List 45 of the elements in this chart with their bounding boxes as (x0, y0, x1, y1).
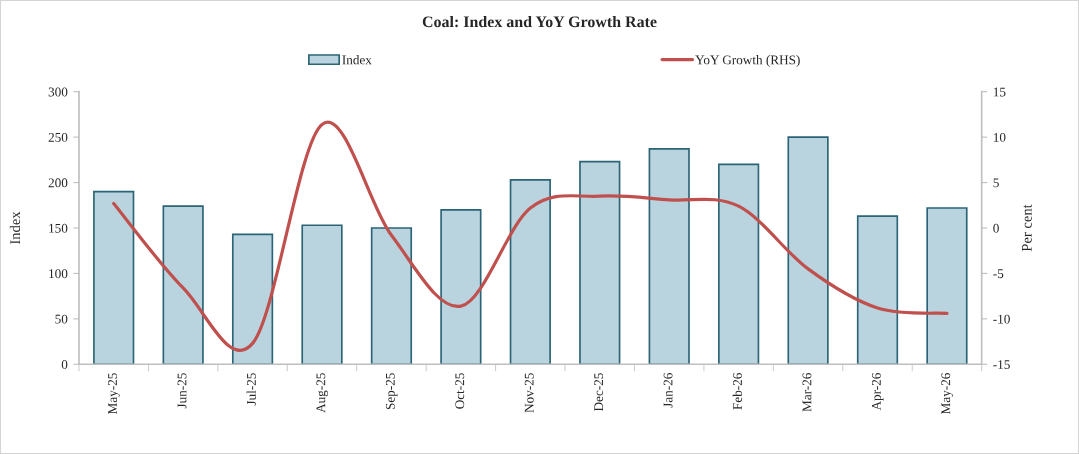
y2-tick-label: 10 (993, 132, 1006, 142)
bar (856, 215, 899, 365)
x-tick-label: Jan-26 (663, 373, 673, 408)
x-tick-label: Oct-25 (455, 373, 465, 409)
x-tick-label: Feb-26 (732, 373, 742, 410)
y-tick-label: 200 (48, 178, 68, 188)
bar (648, 148, 690, 365)
bar (440, 208, 482, 365)
y-tick-label: 0 (61, 360, 68, 369)
y2-tick-label: 15 (993, 87, 1006, 97)
y-tick-label: 150 (49, 223, 68, 233)
x-tick-label: Nov-25 (524, 373, 534, 413)
bar (926, 207, 968, 365)
chart-title: Coal: Index and YoY Growth Rate (422, 15, 657, 28)
x-tick-label: Dec-25 (594, 373, 604, 412)
bar (93, 190, 135, 365)
y2-tick-label: 0 (993, 223, 999, 233)
y2-axis-title: Per cent (1022, 204, 1032, 252)
y2-tick-label: -10 (993, 314, 1010, 324)
x-tick-label: Mar-26 (802, 373, 812, 412)
x-tick-label: Jul-25 (246, 373, 256, 406)
x-tick-label: Apr-26 (871, 373, 884, 411)
y-tick-label: 300 (48, 87, 68, 97)
y-tick-label: 50 (55, 314, 68, 324)
x-tick-label: Sep-25 (385, 373, 398, 410)
x-tick-label: Aug-25 (316, 373, 328, 413)
y-tick-label: 100 (49, 269, 68, 279)
bar (787, 136, 829, 365)
bar (370, 227, 413, 365)
bar (718, 163, 760, 365)
y-axis-title: Index (9, 211, 21, 245)
bar (579, 160, 621, 365)
legend-label: YoY Growth (RHS) (695, 55, 800, 68)
x-tick-label: Jun-25 (177, 373, 187, 409)
y2-tick-label: -15 (993, 360, 1010, 369)
bar (231, 233, 274, 365)
bar (162, 205, 204, 365)
legend-label: Index (342, 55, 372, 65)
y2-tick-label: 5 (993, 178, 999, 188)
y2-tick-label: -5 (993, 269, 1004, 279)
x-tick-label: May-26 (941, 373, 953, 415)
x-tick-label: May-25 (108, 373, 120, 415)
bar (509, 179, 551, 365)
bar (301, 224, 343, 365)
y-tick-label: 250 (48, 132, 68, 142)
